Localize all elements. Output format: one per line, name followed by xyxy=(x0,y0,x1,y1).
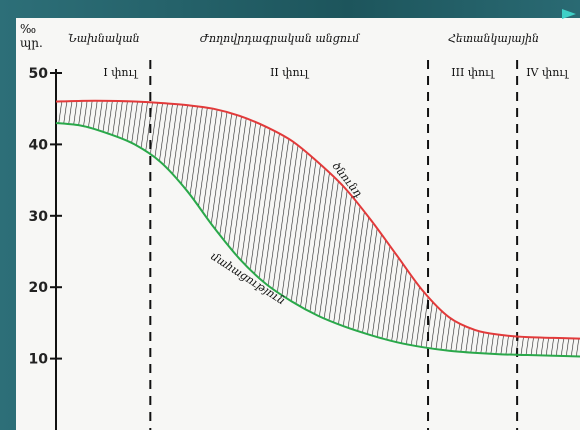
y-axis-unit-sub: պր. xyxy=(20,36,43,50)
phase-label: II փուլ xyxy=(270,66,310,79)
y-tick-label: 50 xyxy=(29,66,49,82)
y-tick-label: 10 xyxy=(29,352,49,368)
phase-labels: I փուլ II փուլ III փուլ IV փուլ xyxy=(103,66,569,79)
y-tick-label: 20 xyxy=(29,280,49,296)
phase-dividers xyxy=(149,60,519,430)
period-label-post: Հետանկայային xyxy=(448,32,539,45)
y-axis-unit: ‰ xyxy=(20,22,36,36)
series-lines xyxy=(55,99,580,358)
period-label-transition: Ժողովրդագրական անցում xyxy=(200,32,360,45)
corner-arrow-icon xyxy=(562,9,576,19)
birth-rate-line xyxy=(55,99,580,340)
phase-label: IV փուլ xyxy=(526,66,569,79)
natural-increase-area xyxy=(56,100,580,357)
death-rate-line xyxy=(55,121,580,358)
y-tick-label: 40 xyxy=(29,137,49,153)
phase-label: III փուլ xyxy=(451,66,495,79)
y-tick-label: 30 xyxy=(29,209,49,225)
phase-label: I փուլ xyxy=(103,66,139,79)
period-label-pre: Նախնական xyxy=(68,32,140,45)
y-axis: 10 20 30 40 50 xyxy=(29,66,62,430)
hatched-growth-area xyxy=(56,100,580,357)
